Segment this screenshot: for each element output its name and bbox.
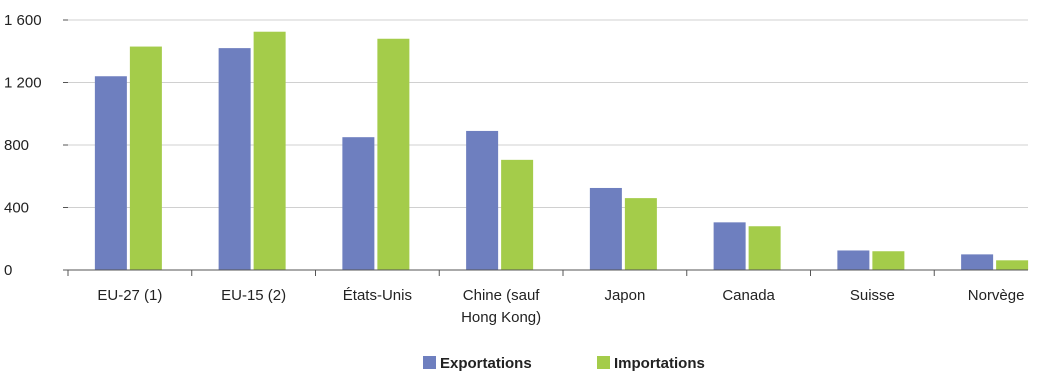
legend: Exportations Importations xyxy=(423,355,705,372)
x-category-label-line: Suisse xyxy=(850,287,895,304)
legend-label-importations: Importations xyxy=(614,355,705,372)
x-category-label: Chine (sauf Hong Kong) xyxy=(461,287,541,326)
x-category-label: Canada xyxy=(722,287,775,304)
x-category-label-line: Canada xyxy=(722,287,775,304)
x-category-label-line: États-Unis xyxy=(343,287,412,304)
y-axis-ticks: 0 400 800 1 200 1 600 xyxy=(4,12,68,279)
x-category-label-line: Norvège xyxy=(968,287,1025,304)
x-category-label: Japon xyxy=(604,287,645,304)
x-category-label-line: Chine (sauf xyxy=(463,287,541,304)
bar-exportations-5 xyxy=(713,222,746,270)
x-category-label-line: EU-15 (2) xyxy=(221,287,286,304)
y-tick-label: 800 xyxy=(4,137,29,154)
y-tick-label: 0 xyxy=(4,262,12,279)
bar-exportations-7 xyxy=(961,254,994,270)
x-category-label: États-Unis xyxy=(343,287,412,304)
x-category-label: Suisse xyxy=(850,287,895,304)
x-category-label-line: Japon xyxy=(604,287,645,304)
bar-importations-4 xyxy=(624,198,657,270)
x-category-label-line: Hong Kong) xyxy=(461,309,541,326)
x-axis-labels: EU-27 (1) EU-15 (2) États-Unis Chine (sauf H… xyxy=(97,287,1024,326)
bars xyxy=(94,31,1029,270)
legend-swatch-importations xyxy=(597,356,610,369)
bar-exportations-4 xyxy=(589,187,622,270)
x-category-label: EU-15 (2) xyxy=(221,287,286,304)
bar-importations-5 xyxy=(748,226,781,270)
y-tick-label: 1 600 xyxy=(4,12,42,29)
x-category-label-line: EU-27 (1) xyxy=(97,287,162,304)
bar-importations-3 xyxy=(501,159,534,270)
bar-exportations-2 xyxy=(342,137,375,270)
bar-importations-0 xyxy=(129,46,162,270)
legend-swatch-exportations xyxy=(423,356,436,369)
y-tick-label: 1 200 xyxy=(4,75,42,92)
bar-exportations-1 xyxy=(218,48,251,270)
x-category-label: Norvège xyxy=(968,287,1025,304)
bar-importations-2 xyxy=(377,38,410,270)
bar-importations-7 xyxy=(996,260,1029,270)
bar-importations-1 xyxy=(253,31,286,270)
legend-label-exportations: Exportations xyxy=(440,355,532,372)
bar-importations-6 xyxy=(872,251,905,270)
x-category-label: EU-27 (1) xyxy=(97,287,162,304)
x-axis-ticks xyxy=(67,270,935,276)
bar-exportations-6 xyxy=(837,250,870,270)
y-tick-label: 400 xyxy=(4,200,29,217)
bar-exportations-0 xyxy=(94,76,127,270)
bar-exportations-3 xyxy=(466,130,499,270)
grid-lines xyxy=(68,19,1028,208)
